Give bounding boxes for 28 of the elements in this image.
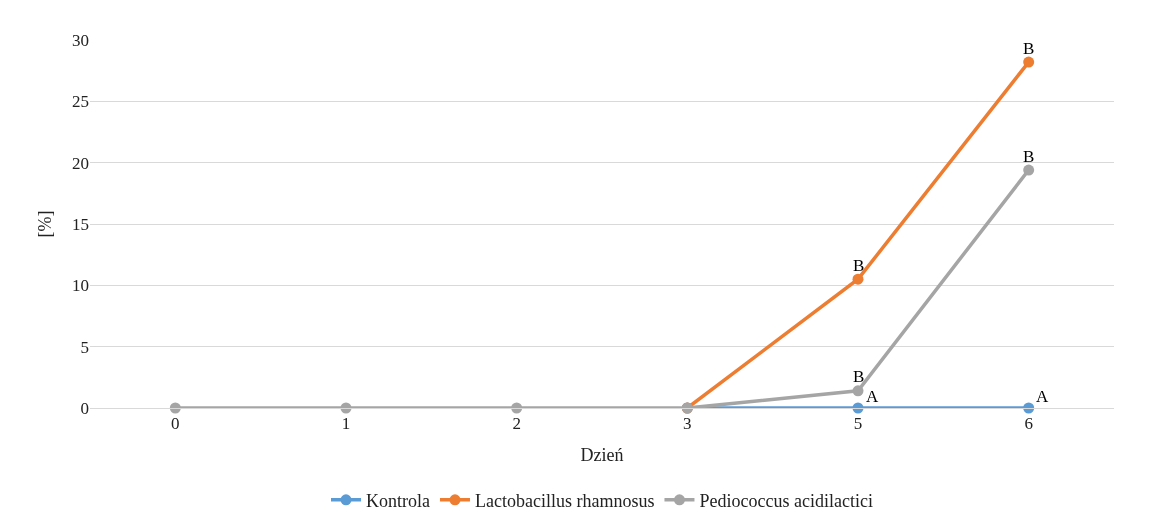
x-axis-title: Dzień — [580, 444, 624, 465]
y-tick-label: 30 — [72, 30, 89, 50]
y-tick-label: 25 — [72, 92, 89, 112]
x-tick-label: 0 — [171, 414, 180, 434]
y-tick-label: 0 — [80, 398, 89, 418]
annotation: B — [1023, 39, 1035, 58]
y-tick-label: 15 — [72, 214, 89, 234]
y-tick-label: 5 — [80, 337, 89, 357]
x-tick-label: 2 — [512, 414, 521, 434]
annotation: B — [853, 256, 865, 275]
annotation: A — [1036, 387, 1049, 406]
legend-label: Lactobacillus rhamnosus — [475, 490, 655, 511]
legend-label: Pediococcus acidilactici — [699, 490, 873, 511]
point — [852, 385, 864, 397]
annotation: A — [866, 387, 879, 406]
legend-label: Kontrola — [366, 490, 430, 511]
x-tick-label: 3 — [683, 414, 692, 434]
annotation: B — [1023, 147, 1035, 166]
y-tick-label: 20 — [72, 153, 89, 173]
y-axis-title: [%] — [35, 210, 56, 238]
x-tick-label: 5 — [853, 414, 863, 434]
y-tick-label: 10 — [72, 276, 89, 296]
point — [1023, 164, 1035, 176]
annotation: B — [853, 367, 865, 386]
x-tick-label: 6 — [1024, 414, 1033, 434]
x-tick-label: 1 — [341, 414, 351, 434]
point — [1023, 56, 1035, 68]
point — [852, 273, 864, 285]
